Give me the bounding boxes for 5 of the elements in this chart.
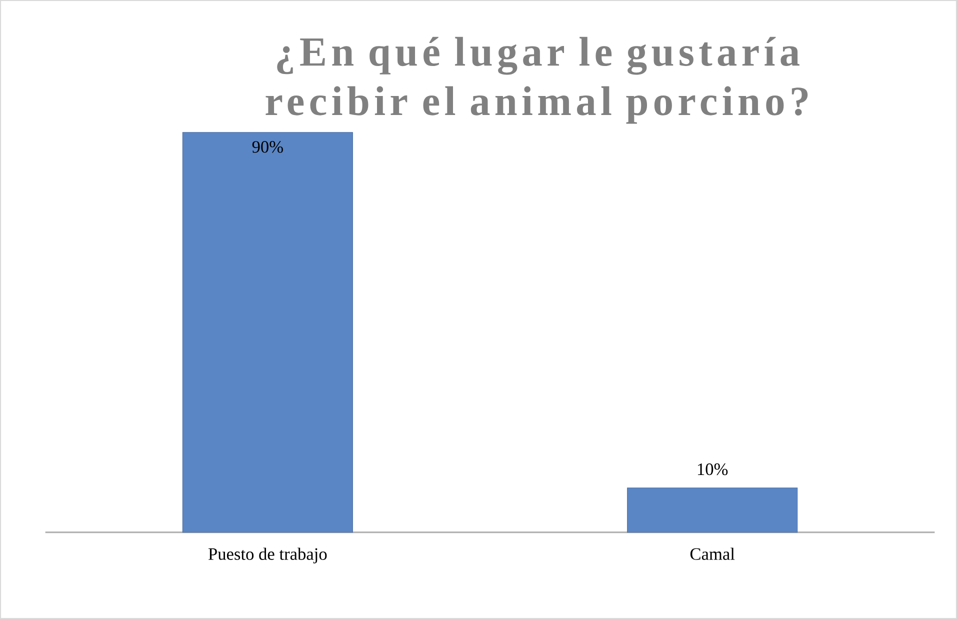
x-tick-label: Camal <box>690 548 735 560</box>
data-label: 10% <box>698 463 728 476</box>
chart-title: ¿En qué lugar le gustaría recibir el animal porcino? <box>266 36 808 124</box>
data-label: 90% <box>252 141 283 153</box>
x-tick-label: Puesto de trabajo <box>208 548 327 564</box>
